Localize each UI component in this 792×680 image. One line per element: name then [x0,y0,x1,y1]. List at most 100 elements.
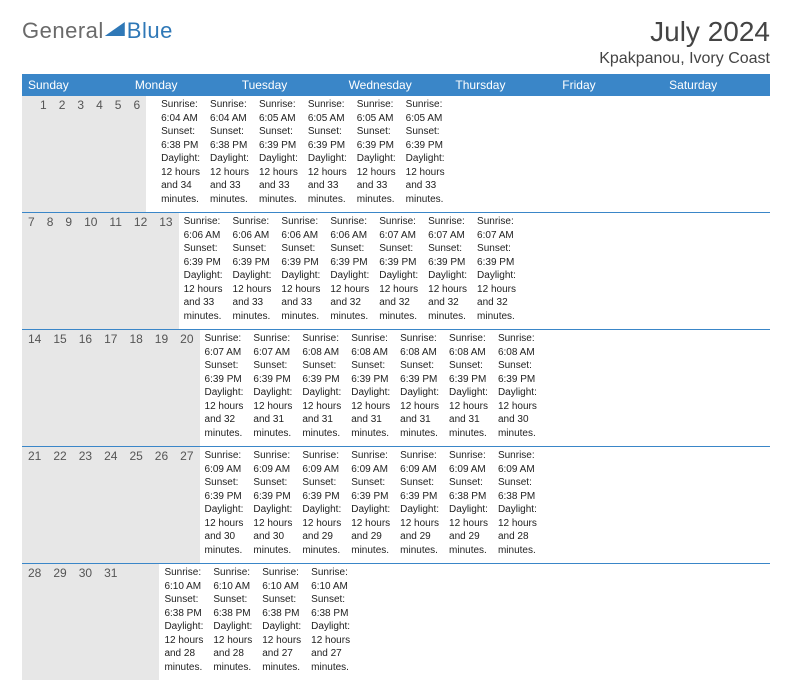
daynum-bar: 28293031 [22,564,159,680]
daylight-text: Daylight: 12 hours and 33 minutes. [184,269,223,323]
sunrise-text: Sunrise: 6:07 AM [428,215,467,242]
day-cell: Sunrise: 6:08 AMSunset: 6:39 PMDaylight:… [346,330,395,446]
day-cell: Sunrise: 6:07 AMSunset: 6:39 PMDaylight:… [248,330,297,446]
daylight-text: Daylight: 12 hours and 31 minutes. [449,386,488,440]
day-number [123,564,135,680]
sunset-text: Sunset: 6:38 PM [213,593,252,620]
sunset-text: Sunset: 6:38 PM [262,593,301,620]
daylight-text: Daylight: 12 hours and 29 minutes. [351,503,390,557]
day-cell: Sunrise: 6:09 AMSunset: 6:39 PMDaylight:… [346,447,395,563]
daylight-text: Daylight: 12 hours and 28 minutes. [213,620,252,674]
dow-cell: Monday [129,74,236,96]
day-number: 8 [41,213,60,329]
daylight-text: Daylight: 12 hours and 33 minutes. [259,152,298,206]
daylight-text: Daylight: 12 hours and 32 minutes. [205,386,244,440]
dow-cell: Thursday [449,74,556,96]
week: 21222324252627Sunrise: 6:09 AMSunset: 6:… [22,447,770,564]
day-cell: Sunrise: 6:07 AMSunset: 6:39 PMDaylight:… [472,213,521,329]
sunrise-text: Sunrise: 6:10 AM [164,566,203,593]
month-title: July 2024 [599,18,770,46]
day-number: 20 [174,330,199,446]
daylight-text: Daylight: 12 hours and 33 minutes. [406,152,445,206]
brand-logo: General Blue [22,18,173,44]
sunrise-text: Sunrise: 6:08 AM [498,332,537,359]
day-number: 21 [22,447,47,563]
day-number: 5 [109,96,128,212]
day-number: 10 [78,213,103,329]
day-number: 6 [127,96,146,212]
daylight-text: Daylight: 12 hours and 33 minutes. [357,152,396,206]
day-number [22,96,34,212]
sunrise-text: Sunrise: 6:09 AM [205,449,244,476]
day-cell: Sunrise: 6:07 AMSunset: 6:39 PMDaylight:… [423,213,472,329]
sunrise-text: Sunrise: 6:05 AM [259,98,298,125]
dow-cell: Wednesday [343,74,450,96]
sunset-text: Sunset: 6:39 PM [428,242,467,269]
sunset-text: Sunset: 6:38 PM [498,476,537,503]
sunset-text: Sunset: 6:39 PM [253,476,292,503]
sunset-text: Sunset: 6:39 PM [205,476,244,503]
daylight-text: Daylight: 12 hours and 29 minutes. [302,503,341,557]
day-cell: Sunrise: 6:07 AMSunset: 6:39 PMDaylight:… [200,330,249,446]
dow-cell: Friday [556,74,663,96]
day-number: 4 [90,96,109,212]
daylight-text: Daylight: 12 hours and 30 minutes. [253,503,292,557]
sunset-text: Sunset: 6:39 PM [233,242,272,269]
sunset-text: Sunset: 6:38 PM [161,125,200,152]
day-cell: Sunrise: 6:09 AMSunset: 6:39 PMDaylight:… [395,447,444,563]
sunrise-text: Sunrise: 6:07 AM [205,332,244,359]
sunrise-text: Sunrise: 6:04 AM [161,98,200,125]
daynum-bar: 78910111213 [22,213,179,329]
day-number: 12 [128,213,153,329]
day-cell: Sunrise: 6:06 AMSunset: 6:39 PMDaylight:… [228,213,277,329]
day-number: 31 [98,564,123,680]
day-number: 24 [98,447,123,563]
sunset-text: Sunset: 6:39 PM [351,359,390,386]
week: 78910111213 Sunrise: 6:06 AMSunset: 6:39 … [22,213,770,330]
header: General Blue July 2024 Kpakpanou, Ivory … [22,18,770,68]
sunset-text: Sunset: 6:39 PM [498,359,537,386]
daylight-text: Daylight: 12 hours and 33 minutes. [210,152,249,206]
day-cell [375,564,385,680]
day-number: 17 [98,330,123,446]
day-number: 9 [59,213,78,329]
sunrise-text: Sunrise: 6:04 AM [210,98,249,125]
day-cell [146,96,156,212]
week-body: Sunrise: 6:09 AMSunset: 6:39 PMDaylight:… [200,447,542,563]
day-cell: Sunrise: 6:09 AMSunset: 6:39 PMDaylight:… [200,447,249,563]
daylight-text: Daylight: 12 hours and 32 minutes. [379,269,418,323]
daylight-text: Daylight: 12 hours and 28 minutes. [164,620,203,674]
sunrise-text: Sunrise: 6:10 AM [311,566,350,593]
day-cell: Sunrise: 6:05 AMSunset: 6:39 PMDaylight:… [401,96,450,212]
calendar: SundayMondayTuesdayWednesdayThursdayFrid… [22,74,770,680]
day-cell: Sunrise: 6:10 AMSunset: 6:38 PMDaylight:… [257,564,306,680]
sunset-text: Sunset: 6:39 PM [477,242,516,269]
week-body: Sunrise: 6:10 AMSunset: 6:38 PMDaylight:… [159,564,385,680]
sunrise-text: Sunrise: 6:10 AM [213,566,252,593]
sunset-text: Sunset: 6:39 PM [302,476,341,503]
sunrise-text: Sunrise: 6:09 AM [400,449,439,476]
sunrise-text: Sunrise: 6:08 AM [351,332,390,359]
daynum-bar: 123456 [22,96,146,212]
daylight-text: Daylight: 12 hours and 30 minutes. [498,386,537,440]
sunset-text: Sunset: 6:39 PM [449,359,488,386]
daylight-text: Daylight: 12 hours and 33 minutes. [308,152,347,206]
day-number: 14 [22,330,47,446]
day-cell: Sunrise: 6:08 AMSunset: 6:39 PMDaylight:… [493,330,542,446]
day-number: 23 [73,447,98,563]
day-number: 25 [123,447,148,563]
day-number: 16 [73,330,98,446]
dow-cell: Tuesday [236,74,343,96]
sunset-text: Sunset: 6:39 PM [351,476,390,503]
sunrise-text: Sunrise: 6:07 AM [379,215,418,242]
day-number: 26 [149,447,174,563]
day-cell: Sunrise: 6:05 AMSunset: 6:39 PMDaylight:… [303,96,352,212]
day-cell: Sunrise: 6:06 AMSunset: 6:39 PMDaylight:… [325,213,374,329]
day-number: 18 [123,330,148,446]
day-cell: Sunrise: 6:04 AMSunset: 6:38 PMDaylight:… [156,96,205,212]
daylight-text: Daylight: 12 hours and 32 minutes. [477,269,516,323]
day-cell: Sunrise: 6:08 AMSunset: 6:39 PMDaylight:… [297,330,346,446]
sunrise-text: Sunrise: 6:08 AM [400,332,439,359]
sunset-text: Sunset: 6:39 PM [400,476,439,503]
week-body: Sunrise: 6:04 AMSunset: 6:38 PMDaylight:… [146,96,449,212]
